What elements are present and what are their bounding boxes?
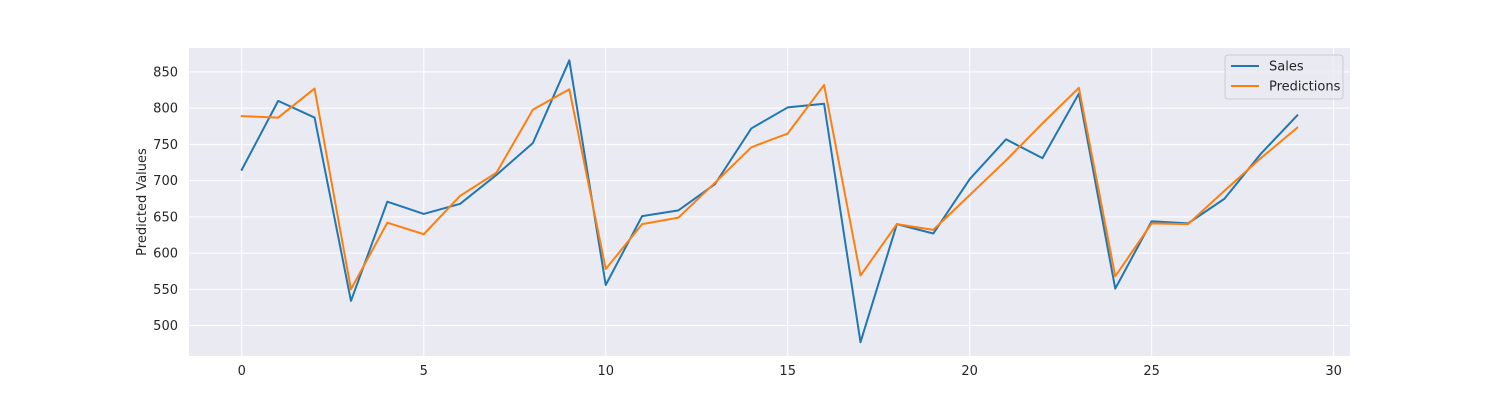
- y-axis-ticks: 500 550 600 650 700 750 800 850: [153, 65, 178, 334]
- x-tick-label: 5: [420, 364, 428, 379]
- x-tick-label: 10: [597, 364, 614, 379]
- y-tick-label: 850: [153, 65, 178, 80]
- series-lines: [240, 59, 1299, 344]
- y-tick-label: 650: [153, 210, 178, 225]
- x-tick-label: 25: [1143, 364, 1160, 379]
- y-tick-label: 550: [153, 283, 178, 298]
- x-tick-label: 15: [779, 364, 796, 379]
- plot-area: [189, 48, 1350, 356]
- legend: Sales Predictions: [1224, 54, 1344, 100]
- legend-label-sales: Sales: [1269, 60, 1304, 75]
- series-line-predictions: [240, 83, 1299, 291]
- y-tick-label: 700: [153, 174, 178, 189]
- x-axis-ticks: 0 5 10 15 20 25 30: [238, 364, 1342, 379]
- y-tick-label: 500: [153, 319, 178, 334]
- x-tick-label: 0: [238, 364, 246, 379]
- y-tick-label: 750: [153, 138, 178, 153]
- legend-label-predictions: Predictions: [1269, 80, 1341, 95]
- y-tick-label: 600: [153, 247, 178, 262]
- y-axis-label: Predicted Values: [135, 148, 150, 256]
- y-tick-label: 800: [153, 102, 178, 117]
- x-tick-label: 30: [1325, 364, 1342, 379]
- series-line-sales: [240, 59, 1299, 344]
- x-tick-label: 20: [961, 364, 978, 379]
